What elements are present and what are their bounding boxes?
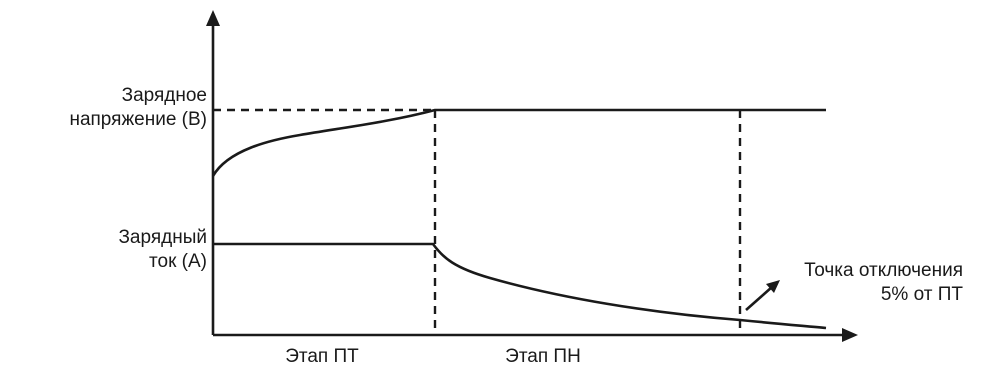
cutoff-pointer-arrowhead: [766, 280, 780, 293]
voltage-label-line2: напряжение (В): [69, 109, 207, 130]
x-axis-arrowhead: [842, 328, 858, 342]
voltage-label-line1: Зарядное: [122, 85, 207, 106]
voltage-curve: [211, 108, 826, 177]
current-curve: [213, 242, 827, 330]
y-axis-arrowhead: [206, 10, 220, 26]
current-label-line1: Зарядный: [118, 227, 207, 248]
current-label-line2: ток (А): [149, 251, 207, 272]
cutoff-label-line1: Точка отключения: [804, 260, 963, 281]
cutoff-pointer-line: [745, 286, 773, 311]
stage-cv-label: Этап ПН: [505, 346, 581, 367]
cutoff-label-line2: 5% от ПТ: [881, 284, 964, 305]
stage-cc-label: Этап ПТ: [285, 346, 359, 367]
